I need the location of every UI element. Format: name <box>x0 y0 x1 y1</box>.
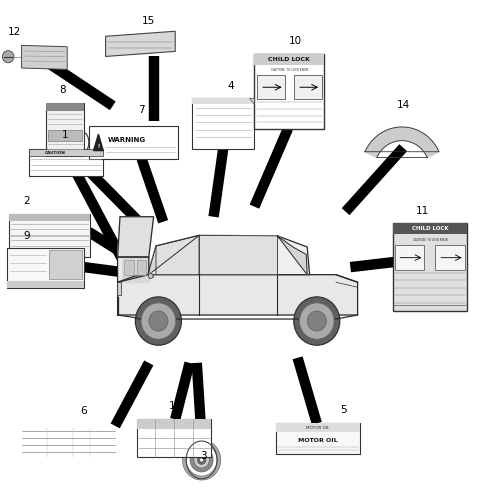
Polygon shape <box>94 134 103 151</box>
Bar <box>276 423 360 432</box>
Bar <box>435 245 465 270</box>
Text: MOTOR OIL: MOTOR OIL <box>306 426 330 430</box>
Circle shape <box>141 303 176 339</box>
Text: 1: 1 <box>61 130 68 140</box>
Text: CAUTION: TO LOCK KNOB: CAUTION: TO LOCK KNOB <box>271 68 308 72</box>
Text: 13: 13 <box>168 401 182 411</box>
Text: MOTOR OIL: MOTOR OIL <box>298 438 338 444</box>
Polygon shape <box>250 98 254 104</box>
Bar <box>9 214 90 221</box>
Text: !: ! <box>97 144 99 149</box>
Polygon shape <box>106 31 175 56</box>
Bar <box>49 250 83 279</box>
Text: 8: 8 <box>59 85 66 95</box>
Polygon shape <box>148 235 310 275</box>
Polygon shape <box>118 257 149 282</box>
Circle shape <box>294 297 340 345</box>
Text: 5: 5 <box>340 405 347 415</box>
Polygon shape <box>22 45 67 70</box>
Bar <box>395 245 424 270</box>
Polygon shape <box>118 275 358 315</box>
Text: 7: 7 <box>138 105 145 115</box>
Text: 9: 9 <box>23 231 30 241</box>
Polygon shape <box>122 257 149 282</box>
Polygon shape <box>148 235 199 275</box>
Polygon shape <box>118 217 154 257</box>
Bar <box>124 260 134 275</box>
Polygon shape <box>365 127 439 157</box>
Bar <box>294 75 322 99</box>
Polygon shape <box>148 273 154 279</box>
Bar <box>192 98 254 149</box>
Bar <box>257 75 285 99</box>
Bar <box>7 281 84 288</box>
Circle shape <box>149 311 168 331</box>
Circle shape <box>200 458 204 462</box>
Bar <box>9 214 90 257</box>
Circle shape <box>194 452 209 468</box>
Bar <box>89 126 178 159</box>
Bar <box>137 260 146 275</box>
Text: 15: 15 <box>142 16 156 26</box>
Text: 3: 3 <box>200 451 206 461</box>
Text: CAUTION: CAUTION <box>45 151 65 155</box>
Text: WARNING: WARNING <box>108 137 146 143</box>
Bar <box>29 149 103 156</box>
Bar <box>276 423 360 454</box>
Text: CHILD LOCK: CHILD LOCK <box>411 226 448 231</box>
Circle shape <box>190 448 213 472</box>
Circle shape <box>135 297 181 345</box>
Text: CAUTION: TO LOCK KNOB: CAUTION: TO LOCK KNOB <box>412 238 447 242</box>
Polygon shape <box>156 235 199 275</box>
Bar <box>137 419 211 429</box>
Bar <box>192 98 254 104</box>
Text: 12: 12 <box>8 27 21 37</box>
Circle shape <box>182 439 221 480</box>
Bar <box>46 103 84 111</box>
Circle shape <box>307 311 326 331</box>
Bar <box>393 223 467 311</box>
Bar <box>254 54 324 65</box>
Bar <box>48 130 82 142</box>
Bar <box>137 419 211 457</box>
Text: 6: 6 <box>81 406 87 416</box>
Text: 2: 2 <box>23 196 30 206</box>
Text: 10: 10 <box>288 36 302 46</box>
Circle shape <box>197 456 206 465</box>
Text: 11: 11 <box>416 206 429 216</box>
Text: 14: 14 <box>396 100 410 110</box>
Bar <box>7 248 84 288</box>
Bar <box>393 223 467 234</box>
Polygon shape <box>277 236 307 275</box>
Polygon shape <box>199 235 277 275</box>
Bar <box>254 54 324 129</box>
Bar <box>117 282 121 295</box>
Circle shape <box>2 51 14 63</box>
Circle shape <box>300 303 334 339</box>
Bar <box>46 103 84 156</box>
Text: 4: 4 <box>227 81 234 91</box>
Bar <box>29 149 103 176</box>
Circle shape <box>186 444 217 476</box>
Text: CHILD LOCK: CHILD LOCK <box>268 57 310 62</box>
